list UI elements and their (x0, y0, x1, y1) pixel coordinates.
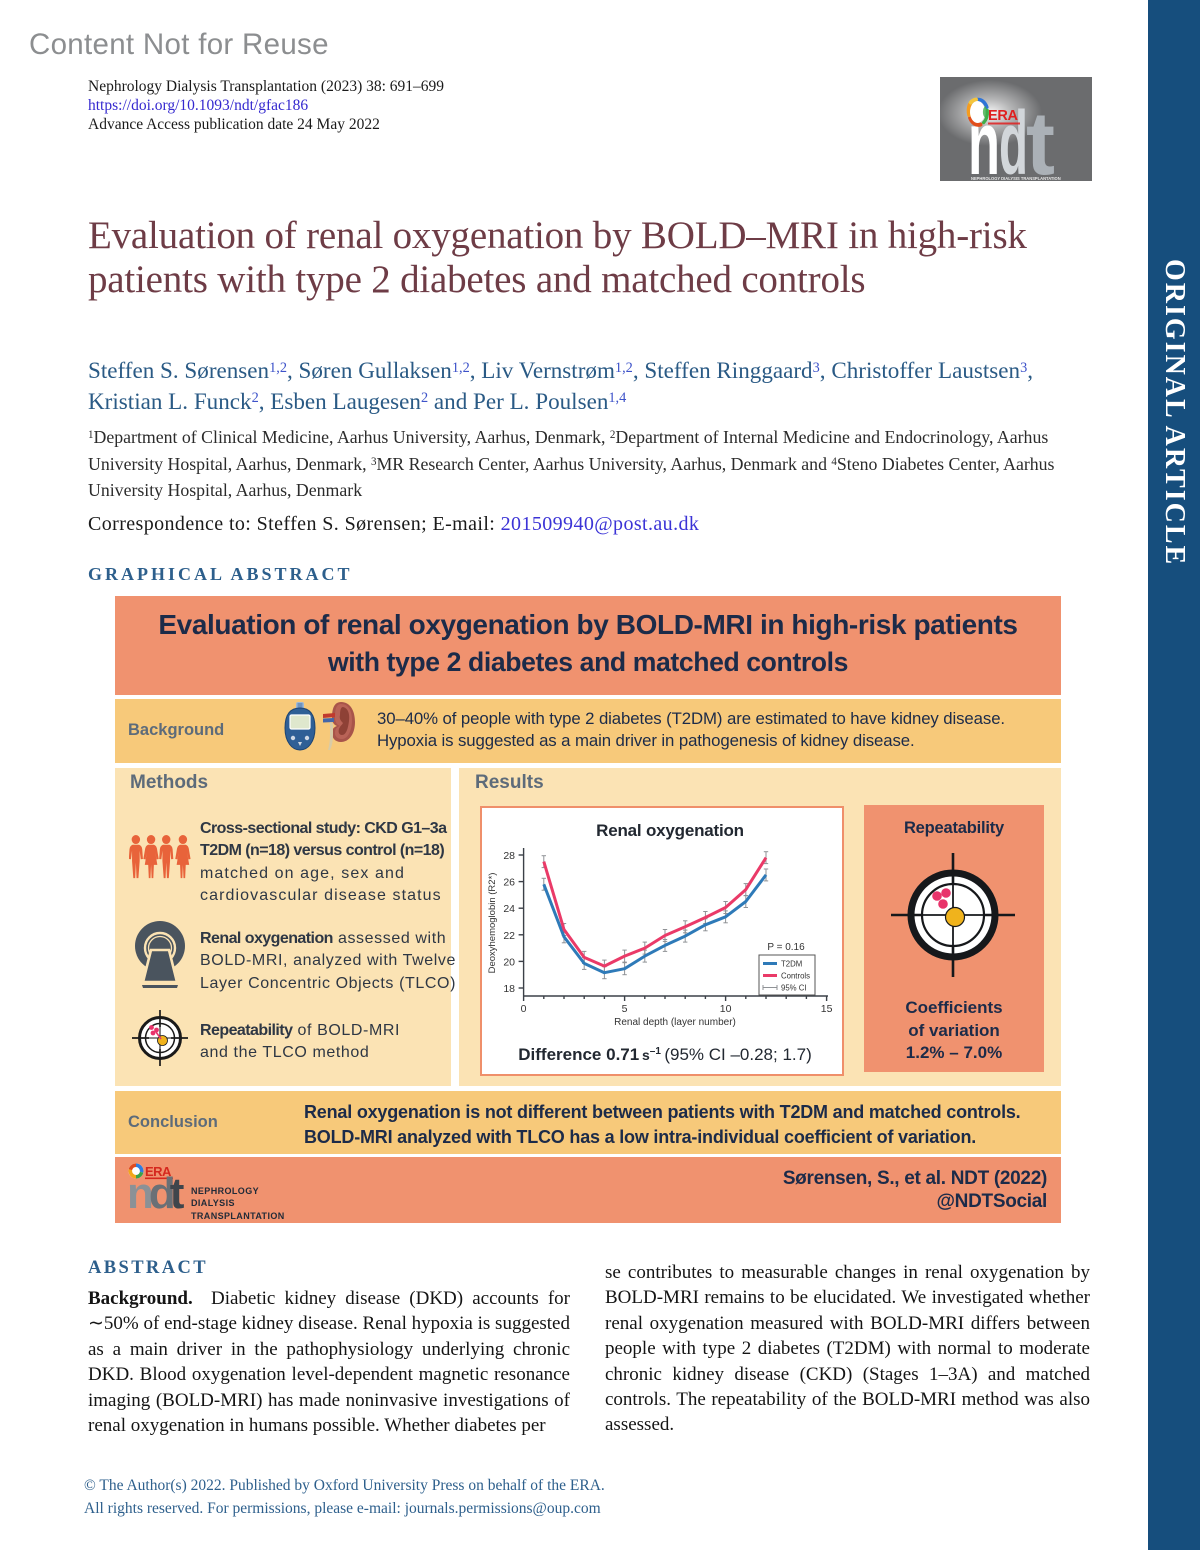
svg-text:ERA: ERA (988, 108, 1019, 124)
svg-text:22: 22 (503, 930, 515, 942)
svg-text:Renal oxygenation: Renal oxygenation (596, 821, 744, 840)
svg-text:ndt: ndt (127, 1169, 185, 1218)
svg-text:Renal depth (layer number): Renal depth (layer number) (614, 1017, 736, 1028)
svg-text:d: d (999, 94, 1028, 181)
svg-text:t: t (1026, 94, 1055, 181)
svg-text:24: 24 (503, 903, 515, 915)
svg-text:Deoxyhemoglobin (R2*): Deoxyhemoglobin (R2*) (487, 873, 498, 974)
svg-text:10: 10 (720, 1003, 732, 1015)
svg-text:Controls: Controls (781, 972, 810, 981)
svg-text:ERA: ERA (145, 1164, 172, 1179)
svg-text:T2DM: T2DM (781, 960, 802, 969)
svg-text:5: 5 (622, 1003, 628, 1015)
svg-text:18: 18 (503, 983, 515, 995)
svg-text:26: 26 (503, 877, 515, 889)
svg-text:P = 0.16: P = 0.16 (767, 942, 805, 953)
svg-text:95% CI: 95% CI (781, 984, 807, 993)
svg-text:Difference 0.71 s–1 (95% CI –0: Difference 0.71 s–1 (95% CI –0.28; 1.7) (518, 1045, 812, 1064)
svg-text:NEPHROLOGY DIALYSIS TRANSPLANT: NEPHROLOGY DIALYSIS TRANSPLANTATION (971, 176, 1061, 181)
svg-text:28: 28 (503, 850, 515, 862)
svg-text:20: 20 (503, 956, 515, 968)
svg-text:15: 15 (821, 1003, 833, 1015)
svg-text:0: 0 (521, 1003, 527, 1015)
